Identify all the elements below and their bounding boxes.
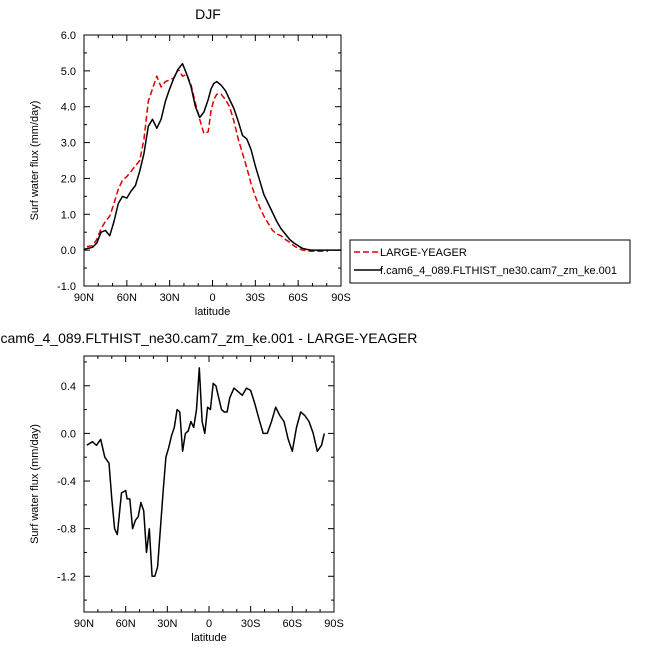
top-x-tick-label: 60S bbox=[288, 292, 308, 304]
bottom-x-tick-label: 30N bbox=[157, 618, 177, 630]
bottom-plot-frame bbox=[83, 355, 335, 613]
top-x-tick-label: 60N bbox=[117, 292, 137, 304]
bottom-series-line-1 bbox=[86, 367, 326, 578]
top-title: DJF bbox=[195, 6, 221, 22]
legend-entry-2: f.cam6_4_089.FLTHIST_ne30.cam7_zm_ke.001 bbox=[380, 265, 617, 277]
top-y-tick-label: 4.0 bbox=[61, 102, 76, 114]
bottom-y-tick-label: -0.8 bbox=[57, 524, 76, 536]
bottom-x-tick-label: 90S bbox=[324, 618, 344, 630]
top-y-axis-label: Surf water flux (mm/day) bbox=[29, 101, 41, 221]
legend: LARGE-YEAGER f.cam6_4_089.FLTHIST_ne30.ca… bbox=[349, 239, 631, 284]
top-y-tick-label: 1.0 bbox=[61, 209, 76, 221]
bottom-x-tick-label: 30S bbox=[241, 618, 261, 630]
top-y-tick-label: -1.0 bbox=[57, 281, 76, 293]
top-x-tick-label: 30N bbox=[160, 292, 180, 304]
bottom-y-tick-label: 0.0 bbox=[61, 428, 76, 440]
bottom-x-tick-label: 90N bbox=[74, 618, 94, 630]
top-x-tick-label: 30S bbox=[246, 292, 266, 304]
bottom-x-tick-label: 60N bbox=[116, 618, 136, 630]
top-y-tick-label: 5.0 bbox=[61, 66, 76, 78]
top-series-line-1 bbox=[86, 68, 329, 252]
legend-box bbox=[349, 239, 631, 284]
top-x-tick-label: 90S bbox=[331, 292, 351, 304]
top-x-axis-label: latitude bbox=[195, 306, 230, 318]
top-x-tick-label: 0 bbox=[209, 292, 215, 304]
top-y-tick-label: 0.0 bbox=[61, 245, 76, 257]
bottom-panel: f.cam6_4_089.FLTHIST_ne30.cam7_zm_ke.001… bbox=[0, 330, 417, 644]
top-y-tick-label: 6.0 bbox=[61, 30, 76, 42]
legend-entry-1: LARGE-YEAGER bbox=[380, 247, 467, 259]
top-y-tick-label: 2.0 bbox=[61, 173, 76, 185]
bottom-x-tick-label: 60S bbox=[283, 618, 303, 630]
bottom-y-tick-label: 0.4 bbox=[61, 381, 76, 393]
top-panel: DJF 90N 60N 30N 0 30S 60S 90S -1.0 0.0 1.0 2.0 3.0 4.… bbox=[29, 6, 351, 318]
top-series-line-2 bbox=[83, 62, 341, 251]
top-x-tick-label: 90N bbox=[74, 292, 94, 304]
bottom-x-axis-label: latitude bbox=[191, 632, 226, 644]
bottom-y-axis-label: Surf water flux (mm/day) bbox=[29, 424, 41, 544]
bottom-y-tick-label: -1.2 bbox=[57, 571, 76, 583]
bottom-title: f.cam6_4_089.FLTHIST_ne30.cam7_zm_ke.001… bbox=[0, 330, 417, 346]
bottom-y-tick-label: -0.4 bbox=[57, 476, 76, 488]
top-y-tick-label: 3.0 bbox=[61, 138, 76, 150]
bottom-x-tick-label: 0 bbox=[206, 618, 212, 630]
